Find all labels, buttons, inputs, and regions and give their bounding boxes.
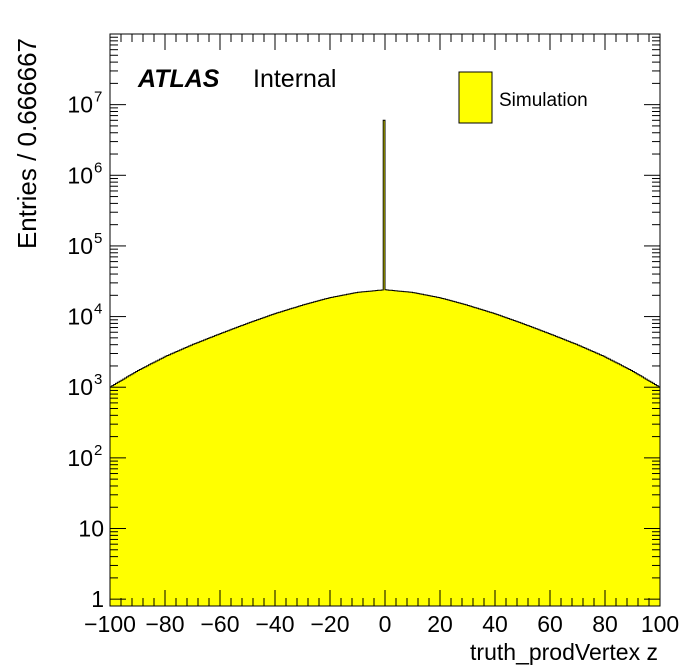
x-tick-label: 80 bbox=[592, 611, 618, 637]
y-tick-label: 10 bbox=[67, 374, 93, 400]
atlas-label: ATLAS bbox=[137, 65, 220, 93]
y-tick-exponent: 3 bbox=[94, 371, 102, 388]
x-tick-labels: −100 −80 −60 −40 −20 0 20 40 60 80 100 bbox=[84, 611, 679, 637]
x-tick-label: 100 bbox=[641, 611, 679, 637]
x-tick-label: −100 bbox=[84, 611, 136, 637]
y-tick-exponent: 6 bbox=[94, 159, 102, 176]
y-tick-exponent: 7 bbox=[94, 89, 102, 106]
internal-label: Internal bbox=[253, 65, 336, 93]
x-tick-label: 60 bbox=[537, 611, 563, 637]
y-axis-title: Entries / 0.666667 bbox=[12, 38, 42, 249]
x-axis-title: truth_prodVertex z bbox=[470, 639, 658, 665]
y-tick-label: 10 bbox=[67, 445, 93, 471]
x-tick-label: −60 bbox=[200, 611, 239, 637]
y-tick-exponent: 5 bbox=[94, 230, 102, 247]
legend-swatch bbox=[458, 71, 493, 124]
y-tick-label: 10 bbox=[78, 516, 104, 542]
x-tick-label: −40 bbox=[255, 611, 294, 637]
y-tick-label: 10 bbox=[67, 233, 93, 259]
y-tick-label: 1 bbox=[91, 586, 104, 612]
y-tick-label: 10 bbox=[67, 92, 93, 118]
x-tick-label: 0 bbox=[379, 611, 392, 637]
axis-ticks bbox=[109, 33, 661, 606]
y-tick-exponent: 4 bbox=[94, 301, 102, 318]
x-tick-label: −80 bbox=[145, 611, 184, 637]
x-tick-label: 20 bbox=[427, 611, 453, 637]
legend-label: Simulation bbox=[499, 90, 588, 111]
y-tick-exponent: 2 bbox=[94, 442, 102, 459]
y-tick-label: 10 bbox=[67, 304, 93, 330]
histogram-bins bbox=[109, 119, 661, 607]
histogram-fill bbox=[109, 119, 661, 607]
y-tick-label: 10 bbox=[67, 162, 93, 188]
x-tick-label: 40 bbox=[482, 611, 508, 637]
x-tick-label: −20 bbox=[310, 611, 349, 637]
